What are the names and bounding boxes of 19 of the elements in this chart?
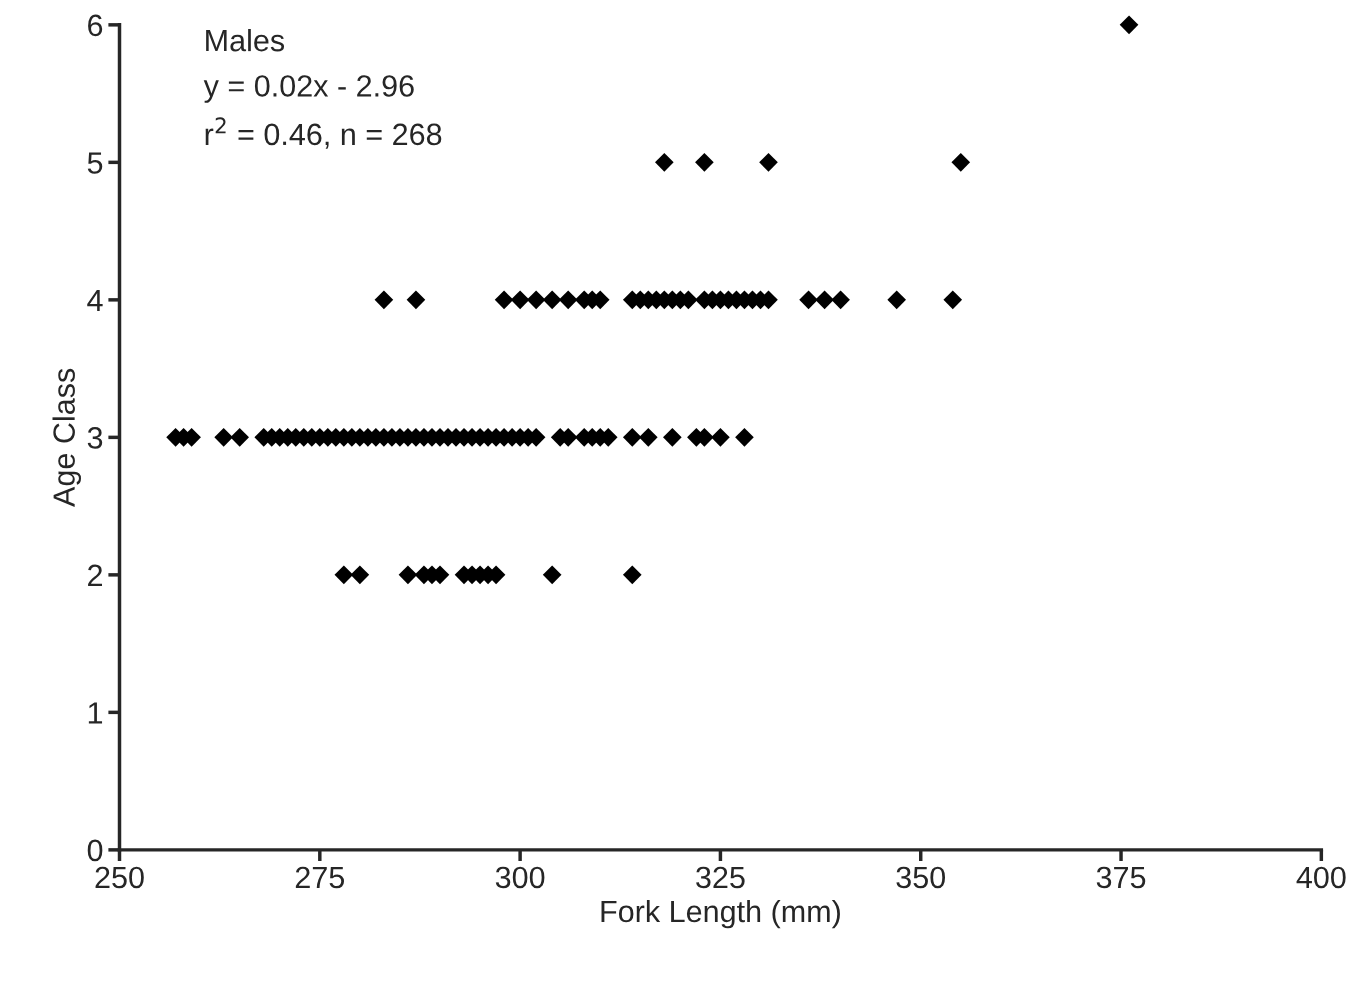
y-axis-title: Age Class bbox=[52, 368, 81, 507]
y-tick-label: 0 bbox=[87, 839, 103, 862]
x-tick-label: 250 bbox=[95, 866, 144, 889]
x-tick-label: 375 bbox=[1096, 866, 1146, 889]
y-tick-label: 6 bbox=[88, 14, 103, 37]
annotation: r$^{2}$ = 0.46, n = 268 bbox=[205, 117, 442, 149]
y-tick-label: 5 bbox=[87, 152, 103, 174]
y-tick-label: 1 bbox=[88, 702, 103, 724]
x-tick-label: 350 bbox=[896, 866, 946, 889]
x-tick-label: 325 bbox=[696, 866, 745, 889]
x-tick-label: 275 bbox=[295, 866, 345, 889]
x-tick-label: 400 bbox=[1296, 866, 1346, 889]
y-tick-label: 2 bbox=[88, 564, 102, 586]
y-tick-label: 3 bbox=[87, 427, 103, 449]
x-tick-label: 300 bbox=[495, 866, 545, 889]
y-tick-label: 4 bbox=[87, 289, 103, 311]
annotation: Males bbox=[206, 28, 285, 52]
x-axis-title: Fork Length (mm) bbox=[601, 899, 840, 929]
annotation: y = 0.02x - 2.96 bbox=[203, 75, 414, 103]
